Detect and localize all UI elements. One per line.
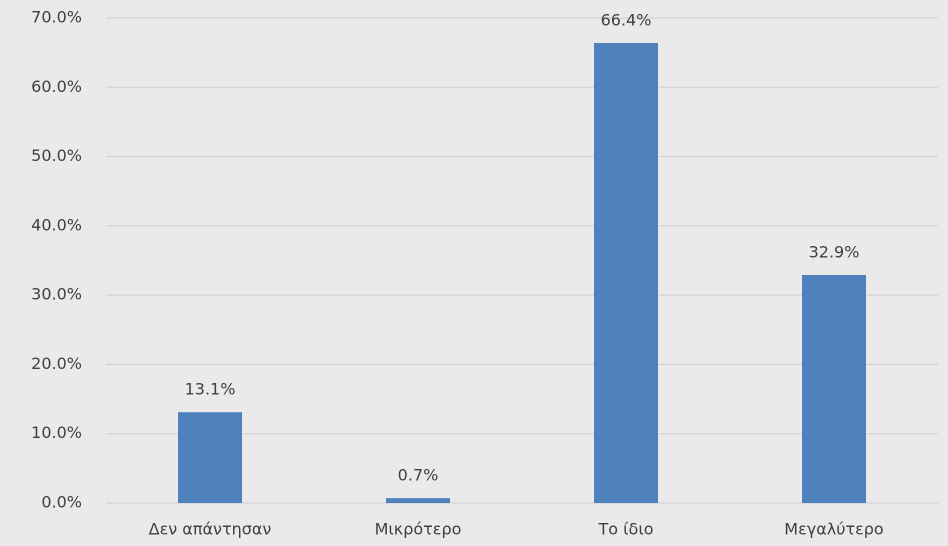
x-tick-label: Μεγαλύτερο	[784, 520, 883, 539]
x-tick-label: Το ίδιο	[597, 520, 653, 539]
data-label: 0.7%	[398, 466, 439, 485]
y-tick-label: 40.0%	[31, 215, 82, 234]
data-label: 66.4%	[601, 10, 652, 29]
y-tick-label: 10.0%	[31, 423, 82, 442]
bar	[802, 275, 866, 503]
data-label: 13.1%	[185, 380, 236, 399]
bar	[178, 412, 242, 503]
y-tick-label: 20.0%	[31, 354, 82, 373]
data-label: 32.9%	[809, 243, 860, 262]
bar	[386, 498, 450, 503]
y-tick-label: 50.0%	[31, 146, 82, 165]
y-tick-label: 70.0%	[31, 8, 82, 27]
y-tick-label: 30.0%	[31, 285, 82, 304]
bar	[594, 42, 658, 503]
x-tick-label: Δεν απάντησαν	[149, 520, 272, 539]
y-tick-label: 0.0%	[41, 493, 82, 512]
x-tick-label: Μικρότερο	[375, 520, 462, 539]
y-tick-label: 60.0%	[31, 77, 82, 96]
